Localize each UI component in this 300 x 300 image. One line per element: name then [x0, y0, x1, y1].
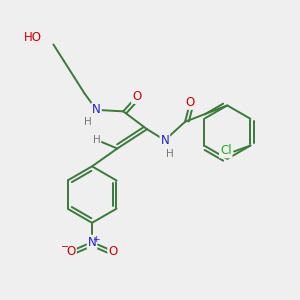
Text: O: O — [108, 244, 118, 258]
Text: N: N — [160, 134, 169, 147]
Text: +: + — [92, 235, 99, 244]
Text: H: H — [166, 148, 174, 159]
Text: O: O — [185, 96, 195, 109]
Text: O: O — [67, 244, 76, 258]
Text: H: H — [84, 117, 92, 128]
Text: N: N — [92, 103, 101, 116]
Text: −: − — [61, 242, 69, 252]
Text: HO: HO — [24, 31, 42, 44]
Text: N: N — [88, 236, 96, 249]
Text: O: O — [132, 90, 141, 103]
Text: Cl: Cl — [220, 144, 232, 158]
Text: H: H — [93, 136, 101, 146]
